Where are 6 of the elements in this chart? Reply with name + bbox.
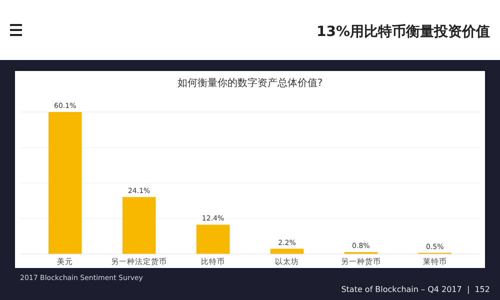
chart-subtitle: 如何衡量你的数字资产总体价值? — [177, 77, 323, 89]
bar — [122, 197, 156, 254]
bar — [48, 112, 82, 254]
chart-title: 13%用比特币衡量投资价值 — [316, 23, 490, 40]
bar — [196, 224, 230, 254]
text: State of Blockchain – Q4 2017 | 152 — [341, 285, 490, 294]
